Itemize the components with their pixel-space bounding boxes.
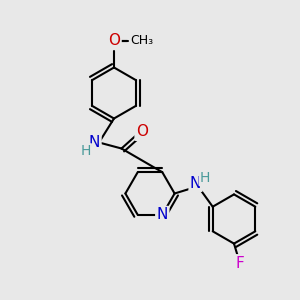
Text: N: N (190, 176, 201, 190)
Text: H: H (81, 144, 91, 158)
Text: N: N (157, 207, 168, 222)
Text: O: O (136, 124, 148, 140)
Text: CH₃: CH₃ (130, 34, 154, 47)
Text: H: H (200, 172, 210, 185)
Text: O: O (108, 33, 120, 48)
Text: O: O (108, 33, 120, 48)
Text: F: F (236, 256, 244, 271)
Text: N: N (89, 135, 100, 150)
